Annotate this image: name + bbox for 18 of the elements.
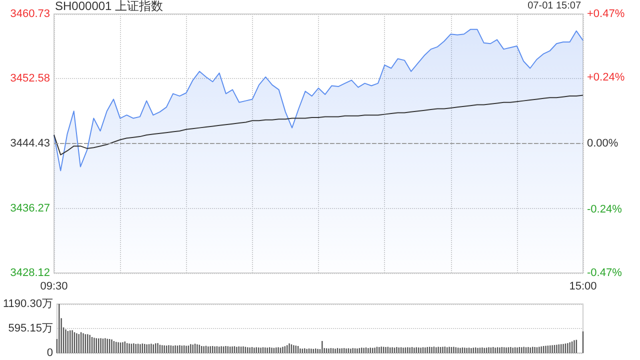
y-tick-label: 3428.12 xyxy=(10,267,50,279)
y2-tick-label: -0.47% xyxy=(587,267,622,279)
text: 07-01 15:07 xyxy=(528,0,582,12)
y-tick-label: 0 xyxy=(46,347,53,359)
y-tick-label: 3460.73 xyxy=(10,8,50,20)
y-tick-label: 3436.27 xyxy=(10,202,50,214)
y2-tick-label: +0.47% xyxy=(587,8,625,20)
x-tick-label: 09:30 xyxy=(40,280,68,292)
y2-tick-label: -0.24% xyxy=(587,204,622,216)
y-tick-label: 595.15万 xyxy=(8,322,53,334)
y-tick-label: 3452.58 xyxy=(10,72,50,85)
x-tick-label: 15:00 xyxy=(569,280,597,292)
chart-title: SH000001 上证指数 xyxy=(55,0,164,13)
y2-tick-label: 0.00% xyxy=(587,138,618,150)
y2-tick-label: +0.24% xyxy=(587,71,625,84)
y-tick-label: 3444.43 xyxy=(10,137,50,150)
y-tick-label: 1190.30万 xyxy=(2,298,53,310)
line-series xyxy=(54,94,584,156)
